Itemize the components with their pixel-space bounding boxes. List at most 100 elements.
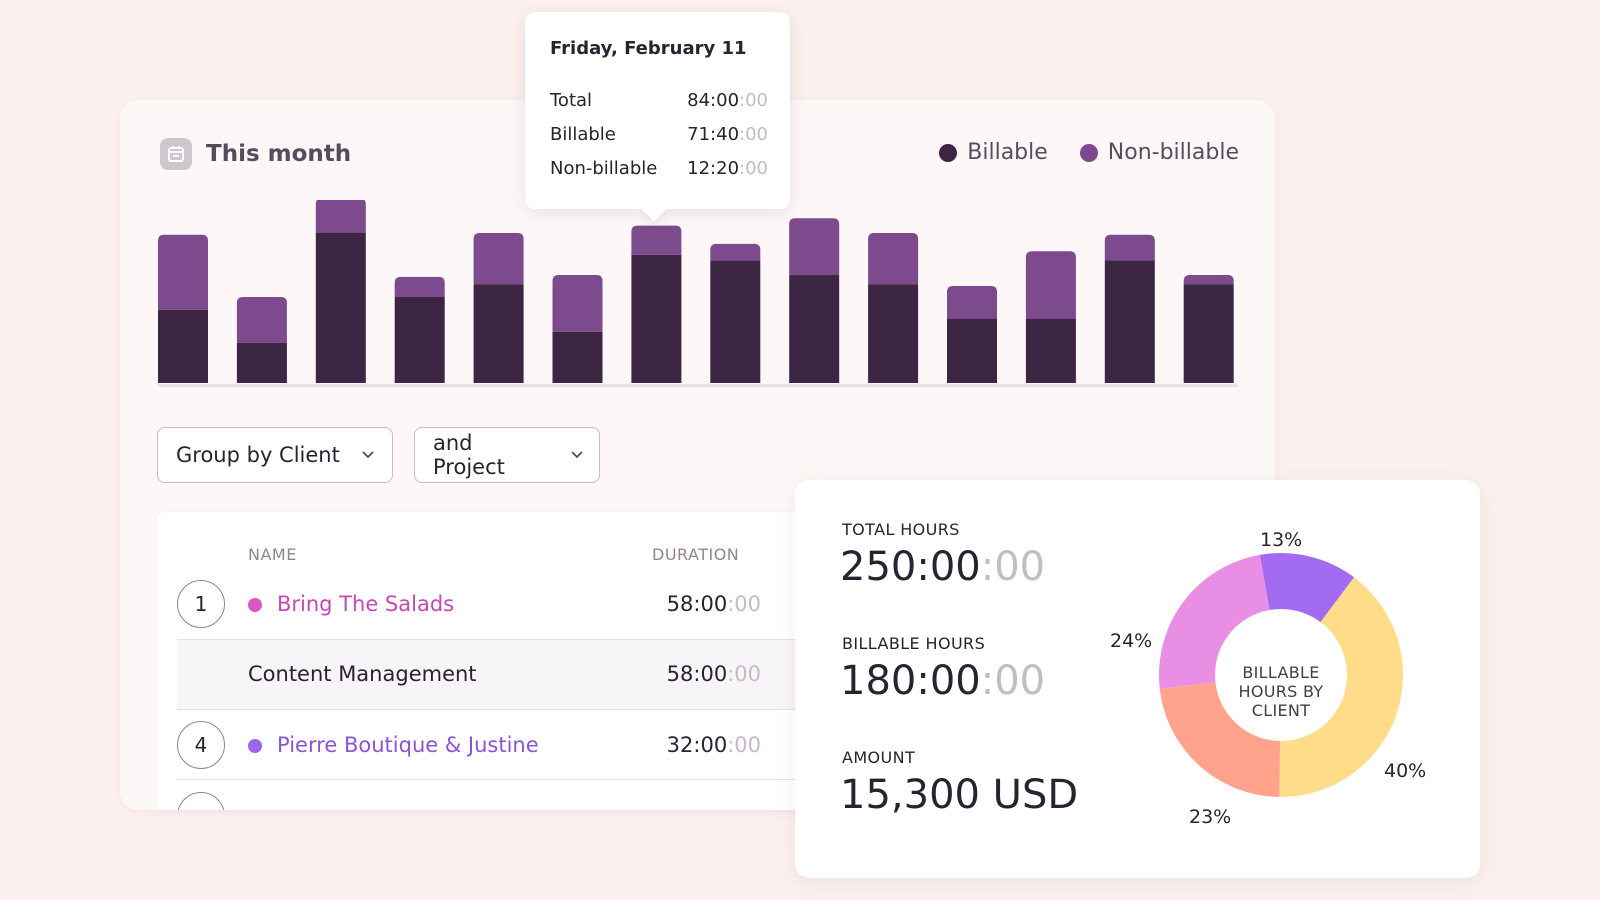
table-row[interactable]: 1 Bring The Salads 58:00:00 [177, 570, 797, 640]
tooltip-row-billable: Billable 71:40:00 [550, 124, 768, 145]
stat-value-dim: :00 [980, 658, 1046, 704]
bar-billable[interactable] [947, 318, 997, 383]
bar-billable[interactable] [631, 254, 682, 383]
tooltip-value-main: 71:40 [687, 124, 740, 145]
chart-legend: Billable Non-billable [907, 140, 1239, 165]
amount-label: AMOUNT [842, 748, 916, 767]
client-name-link[interactable]: Bring The Salads [277, 592, 455, 616]
donut-pct-label: 23% [1189, 806, 1232, 828]
legend-label-non-billable: Non-billable [1107, 140, 1239, 165]
bar-billable[interactable] [158, 309, 208, 383]
bar-non-billable[interactable] [947, 286, 997, 319]
donut-segment[interactable] [1259, 553, 1355, 623]
donut-pct-label: 40% [1384, 760, 1427, 782]
client-color-dot [248, 739, 262, 753]
bar-billable[interactable] [315, 232, 366, 383]
client-name-link[interactable]: Pierre Boutique & Justine [277, 733, 539, 757]
chevron-down-icon [362, 451, 374, 459]
bar-non-billable[interactable] [473, 232, 524, 285]
bar-non-billable[interactable] [158, 234, 208, 310]
tooltip-value-dim: :00 [739, 158, 768, 179]
donut-segment[interactable] [1159, 554, 1270, 689]
bar-billable[interactable] [868, 284, 919, 383]
tooltip-value-dim: :00 [739, 124, 768, 145]
donut-center-label: BILLABLE HOURS BY CLIENT [1238, 663, 1324, 720]
group-by-label: Group by Client [176, 443, 340, 467]
group-by-client-select[interactable]: Group by Client [157, 427, 393, 483]
row-number-badge: 4 [177, 721, 225, 769]
time-summary-card: This month Billable Non-billable Group b… [120, 100, 1275, 810]
row-number-badge-partial [177, 792, 225, 810]
duration-seconds: :00 [727, 592, 761, 616]
amount-value: 15,300 USD [840, 772, 1079, 818]
row-duration: 58:00:00 [667, 592, 761, 616]
tooltip-value: 84:00:00 [687, 90, 768, 111]
bar-billable[interactable] [1183, 284, 1234, 383]
total-hours-value: 250:00:00 [840, 544, 1045, 590]
calendar-icon[interactable] [160, 138, 192, 170]
bar-non-billable[interactable] [1104, 234, 1155, 261]
billable-by-client-donut [1159, 553, 1403, 797]
bar-non-billable[interactable] [315, 200, 366, 233]
bar-non-billable[interactable] [1183, 275, 1234, 285]
chart-baseline [158, 384, 1238, 387]
legend-item-billable: Billable [939, 140, 1048, 165]
tooltip-value: 12:20:00 [687, 158, 768, 179]
table-row[interactable]: 4 Pierre Boutique & Justine 32:00:00 [177, 710, 797, 780]
bar-non-billable[interactable] [1025, 251, 1076, 319]
duration-seconds: :00 [727, 733, 761, 757]
tooltip-value: 71:40:00 [687, 124, 768, 145]
legend-dot-non-billable [1079, 143, 1098, 162]
column-header-name[interactable]: NAME [248, 545, 297, 564]
tooltip-value-main: 84:00 [687, 90, 740, 111]
stat-value-main: 180:00 [840, 658, 981, 704]
donut-pct-label: 13% [1260, 529, 1303, 551]
legend-label-billable: Billable [967, 140, 1048, 165]
row-number-badge: 1 [177, 580, 225, 628]
legend-item-non-billable: Non-billable [1079, 140, 1239, 165]
tooltip-label: Total [550, 90, 593, 111]
duration-main: 58:00 [666, 662, 728, 686]
bar-non-billable[interactable] [789, 218, 840, 276]
client-table: NAME DURATION 1 Bring The Salads 58:00:0… [157, 512, 797, 810]
row-duration: 58:00:00 [667, 662, 761, 686]
tooltip-row-total: Total 84:00:00 [550, 90, 768, 111]
table-row[interactable]: Content Management 58:00:00 [177, 640, 797, 710]
tooltip-label: Non-billable [550, 158, 658, 179]
client-color-dot [248, 598, 262, 612]
duration-seconds: :00 [727, 662, 761, 686]
bar-billable[interactable] [710, 260, 761, 383]
bar-tooltip: Friday, February 11 Total 84:00:00 Billa… [525, 12, 790, 222]
bar-non-billable[interactable] [552, 275, 603, 332]
bar-billable[interactable] [473, 284, 524, 383]
column-header-duration[interactable]: DURATION [652, 545, 740, 564]
billable-hours-label: BILLABLE HOURS [842, 634, 986, 653]
tooltip-label: Billable [550, 124, 616, 145]
bar-billable[interactable] [1025, 318, 1076, 383]
stat-value-main: 250:00 [840, 544, 981, 590]
project-name: Content Management [248, 662, 477, 686]
duration-main: 58:00 [666, 592, 728, 616]
stat-value-dim: :00 [980, 544, 1046, 590]
bar-non-billable[interactable] [631, 225, 682, 255]
donut-pct-label: 24% [1110, 630, 1153, 652]
duration-main: 32:00 [666, 733, 728, 757]
bar-billable[interactable] [552, 331, 603, 383]
total-hours-label: TOTAL HOURS [842, 520, 960, 539]
bar-billable[interactable] [236, 342, 287, 383]
bar-billable[interactable] [394, 296, 445, 383]
tooltip-value-dim: :00 [739, 90, 768, 111]
donut-segment[interactable] [1279, 577, 1403, 797]
bar-non-billable[interactable] [868, 232, 919, 285]
tooltip-row-non-billable: Non-billable 12:20:00 [550, 158, 768, 179]
bar-billable[interactable] [789, 275, 840, 383]
bar-non-billable[interactable] [236, 296, 287, 343]
billable-hours-value: 180:00:00 [840, 658, 1045, 704]
card-header: This month [160, 138, 351, 170]
bar-billable[interactable] [1104, 260, 1155, 383]
and-project-select[interactable]: and Project [414, 427, 600, 483]
donut-segment[interactable] [1159, 682, 1281, 797]
bar-non-billable[interactable] [710, 243, 761, 261]
chevron-down-icon [571, 451, 583, 459]
bar-non-billable[interactable] [394, 276, 445, 297]
